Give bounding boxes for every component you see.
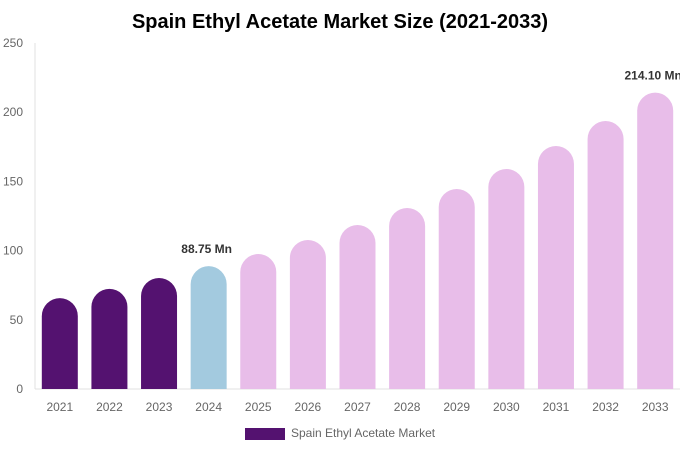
y-tick-label: 0 (16, 382, 23, 396)
bar-2023 (141, 278, 178, 389)
bar-2027 (339, 224, 376, 389)
x-tick-label: 2025 (245, 400, 272, 414)
bar-2032 (587, 121, 624, 389)
legend: Spain Ethyl Acetate Market (245, 426, 436, 440)
x-tick-label: 2031 (543, 400, 570, 414)
legend-label: Spain Ethyl Acetate Market (291, 426, 436, 440)
y-tick-label: 50 (10, 313, 24, 327)
bar-2025 (240, 254, 277, 389)
bar-2033 (637, 92, 674, 389)
y-tick-label: 100 (3, 244, 23, 258)
data-label: 214.10 Mn (625, 69, 680, 83)
x-tick-label: 2026 (295, 400, 322, 414)
y-tick-label: 250 (3, 36, 23, 50)
bar-2026 (289, 239, 326, 389)
x-tick-label: 2024 (195, 400, 222, 414)
x-tick-label: 2030 (493, 400, 520, 414)
x-tick-label: 2028 (394, 400, 421, 414)
x-tick-label: 2023 (146, 400, 173, 414)
y-tick-label: 200 (3, 105, 23, 119)
bar-2022 (91, 288, 128, 389)
bar-2021 (41, 298, 78, 389)
bar-2024 (190, 266, 227, 389)
legend-swatch (245, 428, 285, 440)
bar-2028 (389, 207, 426, 389)
x-tick-label: 2033 (642, 400, 669, 414)
x-tick-label: 2032 (592, 400, 619, 414)
x-tick-label: 2022 (96, 400, 123, 414)
x-tick-label: 2021 (46, 400, 73, 414)
data-label: 88.75 Mn (181, 242, 232, 256)
x-tick-label: 2029 (443, 400, 470, 414)
bar-2030 (488, 168, 525, 389)
x-tick-label: 2027 (344, 400, 371, 414)
chart-title: Spain Ethyl Acetate Market Size (2021-20… (132, 11, 548, 33)
y-tick-label: 150 (3, 174, 23, 188)
bar-2031 (537, 145, 574, 389)
bar-2029 (438, 189, 475, 389)
